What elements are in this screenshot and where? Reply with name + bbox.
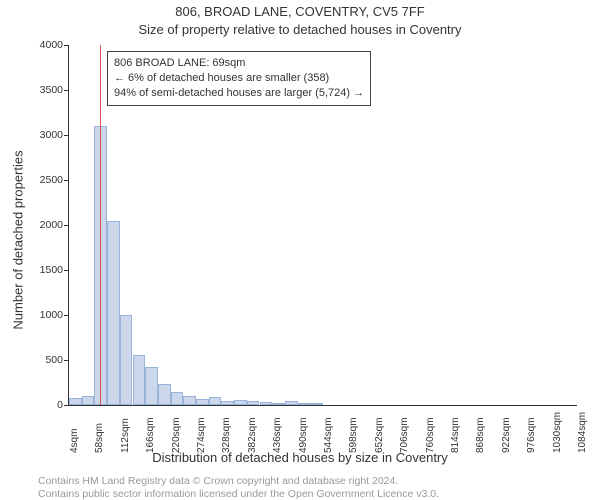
histogram-bar xyxy=(94,126,107,405)
histogram-bar xyxy=(221,401,234,406)
histogram-bar xyxy=(82,396,95,405)
y-tick-mark xyxy=(64,90,68,91)
x-tick-label: 922sqm xyxy=(501,417,512,453)
x-axis-label: Distribution of detached houses by size … xyxy=(0,450,600,465)
y-tick-label: 3500 xyxy=(23,84,63,96)
x-tick-label: 58sqm xyxy=(94,423,105,453)
x-tick-label: 706sqm xyxy=(399,417,410,453)
x-tick-label: 544sqm xyxy=(323,417,334,453)
x-tick-label: 166sqm xyxy=(145,417,156,453)
y-tick-mark xyxy=(64,270,68,271)
x-tick-label: 1030sqm xyxy=(552,412,563,453)
histogram-bar xyxy=(107,221,120,406)
histogram-bar xyxy=(298,403,311,405)
x-tick-label: 220sqm xyxy=(171,417,182,453)
histogram-bar xyxy=(234,400,247,405)
annotation-line1: 806 BROAD LANE: 69sqm xyxy=(114,56,364,71)
annotation-line2: ← 6% of detached houses are smaller (358… xyxy=(114,71,364,86)
title-main: 806, BROAD LANE, COVENTRY, CV5 7FF xyxy=(0,4,600,19)
x-tick-label: 112sqm xyxy=(120,418,131,453)
x-tick-label: 976sqm xyxy=(526,417,537,453)
x-tick-label: 868sqm xyxy=(475,417,486,453)
y-tick-label: 2500 xyxy=(23,174,63,186)
x-tick-label: 328sqm xyxy=(221,417,232,453)
y-tick-label: 500 xyxy=(23,354,63,366)
y-tick-label: 1500 xyxy=(23,264,63,276)
histogram-bar xyxy=(145,367,158,405)
histogram-bar xyxy=(183,396,196,405)
histogram-bar xyxy=(133,355,146,405)
x-tick-label: 814sqm xyxy=(450,417,461,453)
x-tick-label: 382sqm xyxy=(247,417,258,453)
x-tick-label: 274sqm xyxy=(196,417,207,453)
y-tick-mark xyxy=(64,225,68,226)
x-tick-label: 1084sqm xyxy=(577,412,588,453)
y-tick-label: 3000 xyxy=(23,129,63,141)
x-tick-label: 436sqm xyxy=(272,417,283,453)
y-tick-label: 2000 xyxy=(23,219,63,231)
y-tick-mark xyxy=(64,135,68,136)
histogram-bar xyxy=(310,403,323,405)
histogram-bar xyxy=(120,315,133,405)
y-tick-mark xyxy=(64,180,68,181)
histogram-bar xyxy=(171,392,184,406)
y-tick-mark xyxy=(64,360,68,361)
y-tick-label: 0 xyxy=(23,399,63,411)
plot-area: 806 BROAD LANE: 69sqm ← 6% of detached h… xyxy=(68,45,577,406)
annotation-box: 806 BROAD LANE: 69sqm ← 6% of detached h… xyxy=(107,51,371,106)
histogram-bar xyxy=(158,384,171,405)
y-tick-mark xyxy=(64,45,68,46)
y-tick-label: 1000 xyxy=(23,309,63,321)
x-tick-label: 652sqm xyxy=(374,417,385,453)
histogram-bar xyxy=(69,398,82,405)
histogram-bar xyxy=(272,403,285,405)
footer-line1: Contains HM Land Registry data © Crown c… xyxy=(38,475,398,487)
y-tick-label: 4000 xyxy=(23,39,63,51)
x-tick-label: 598sqm xyxy=(348,417,359,453)
x-tick-label: 760sqm xyxy=(425,417,436,453)
histogram-bar xyxy=(209,397,222,405)
y-tick-mark xyxy=(64,405,68,406)
histogram-bar xyxy=(260,402,273,405)
annotation-line3: 94% of semi-detached houses are larger (… xyxy=(114,86,364,101)
reference-line xyxy=(100,45,101,405)
x-tick-label: 490sqm xyxy=(298,417,309,453)
histogram-bar xyxy=(285,401,298,405)
footer-line2: Contains public sector information licen… xyxy=(38,488,439,500)
title-sub: Size of property relative to detached ho… xyxy=(0,22,600,37)
y-tick-mark xyxy=(64,315,68,316)
chart-container: 806, BROAD LANE, COVENTRY, CV5 7FF Size … xyxy=(0,0,600,500)
histogram-bar xyxy=(196,399,209,405)
histogram-bar xyxy=(247,401,260,405)
